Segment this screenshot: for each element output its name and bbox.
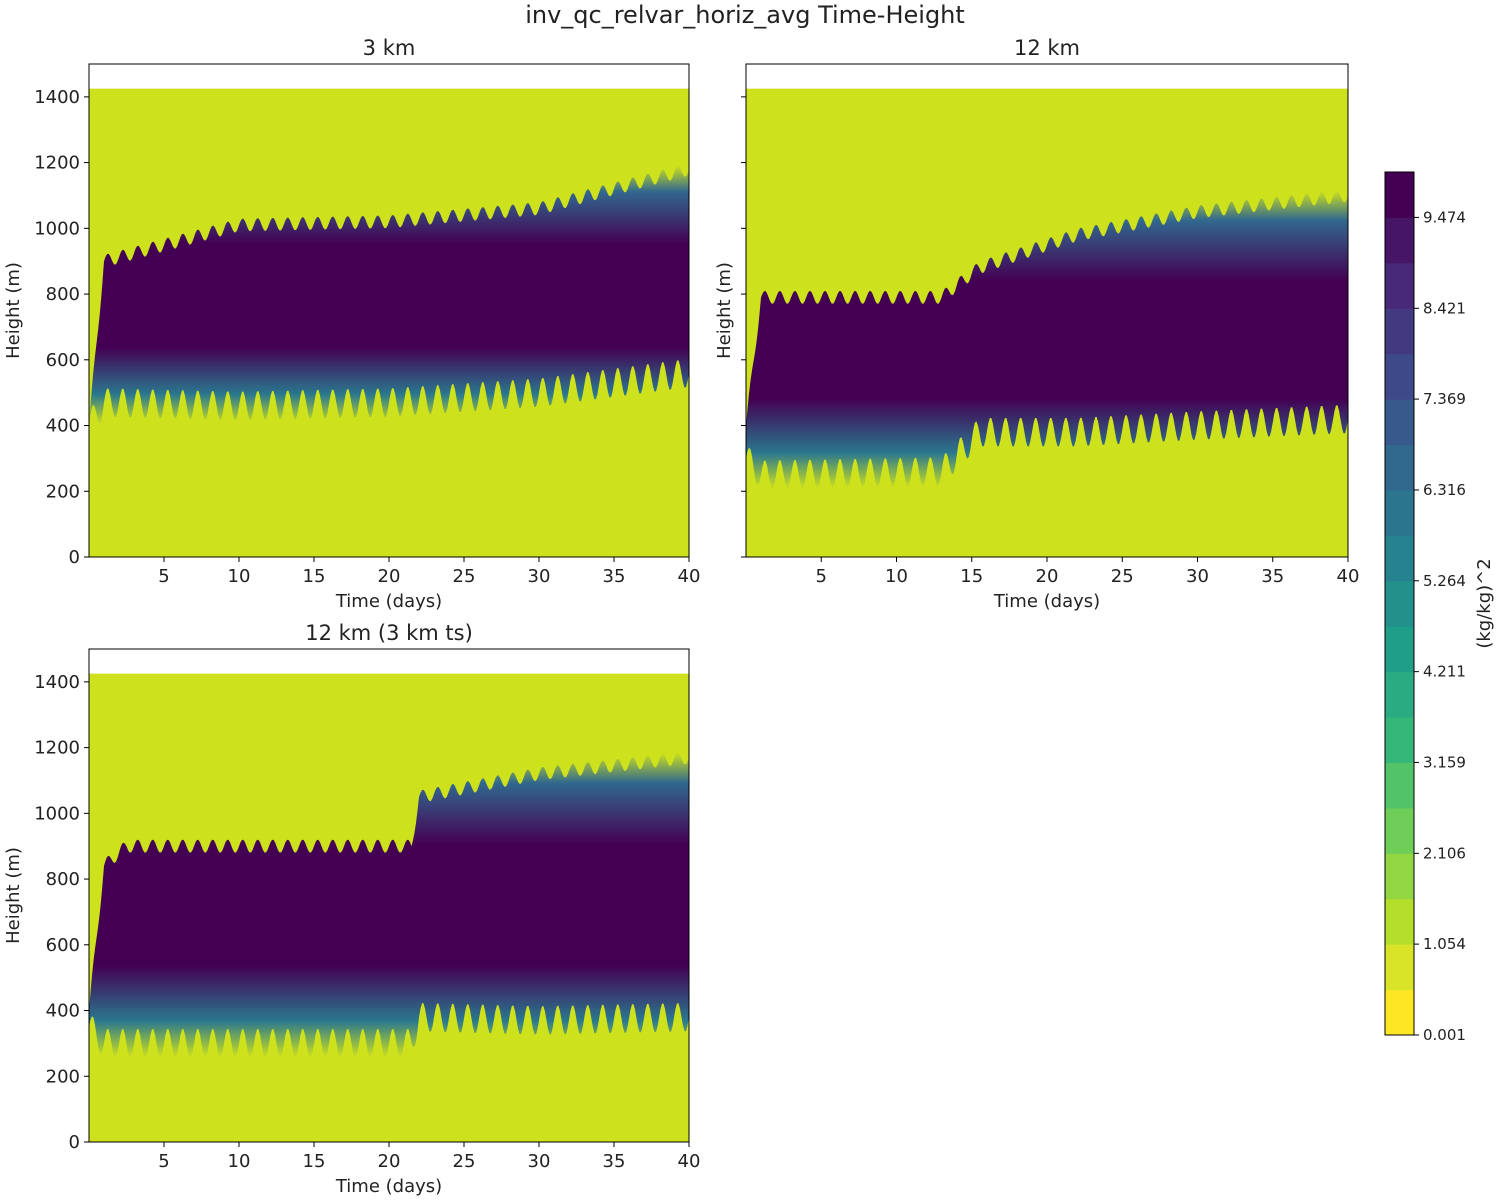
contour-field — [89, 88, 689, 557]
colorbar-band — [1385, 444, 1414, 491]
y-tick-label: 0 — [69, 547, 80, 568]
colorbar-band — [1385, 898, 1414, 945]
x-tick-label: 5 — [158, 1151, 169, 1172]
panel-3: 12 km (3 km ts)5 10 15 20 25 30 35 400200400600… — [3, 621, 700, 1197]
colorbar-band — [1385, 853, 1414, 900]
x-tick-label: 40 — [678, 566, 701, 587]
colorbar: 0.001 1.054 2.106 3.159 4.211 5.264 6.316 7.369… — [1384, 171, 1495, 1044]
y-tick-label: 600 — [46, 350, 80, 371]
cloud-layer — [89, 165, 689, 426]
x-tick-label: 40 — [678, 1151, 701, 1172]
x-tick-label: 25 — [453, 1151, 476, 1172]
figure-title: inv_qc_relvar_horiz_avg Time-Height — [525, 1, 965, 29]
x-tick-label: 35 — [603, 1151, 626, 1172]
colorbar-band — [1385, 308, 1414, 355]
colorbar-tick-label: 7.369 — [1423, 390, 1466, 408]
colorbar-band — [1385, 944, 1414, 991]
colorbar-tick-label: 4.211 — [1423, 663, 1466, 681]
colorbar-band — [1385, 399, 1414, 446]
x-tick-label: 35 — [603, 566, 626, 587]
colorbar-band — [1385, 671, 1414, 718]
x-tick-label: 20 — [378, 1151, 401, 1172]
x-tick-label: 10 — [885, 566, 908, 587]
x-tick-label: 20 — [1036, 566, 1059, 587]
panel-2: 12 km 5 10 15 20 25 30 35 40 Time (days) Height (m… — [714, 36, 1359, 612]
x-axis-label: Time (days) — [335, 591, 442, 612]
colorbar-frame — [1384, 171, 1415, 1036]
x-tick-label: 30 — [528, 566, 551, 587]
contour-field — [746, 88, 1348, 557]
colorbar-band — [1385, 353, 1414, 400]
colorbar-tick-label: 5.264 — [1423, 572, 1466, 590]
y-tick-label: 1000 — [34, 218, 80, 239]
colorbar-tick-label: 2.106 — [1423, 844, 1466, 862]
panels: 3 km5 10 15 20 25 30 35 40020040060080010001200… — [3, 36, 1359, 1197]
cloud-layer — [89, 752, 689, 1058]
contour-field — [89, 673, 689, 1142]
x-axis-label: Time (days) — [993, 591, 1100, 612]
colorbar-band — [1385, 535, 1414, 582]
panel-title: 3 km — [363, 36, 416, 60]
x-tick-label: 30 — [1186, 566, 1209, 587]
x-tick-label: 10 — [228, 566, 251, 587]
colorbar-tick-label: 3.159 — [1423, 753, 1466, 771]
y-tick-label: 600 — [46, 935, 80, 956]
x-tick-label: 20 — [378, 566, 401, 587]
x-tick-label: 15 — [303, 1151, 326, 1172]
colorbar-band — [1385, 807, 1414, 854]
panel-title: 12 km — [1014, 36, 1080, 60]
x-tick-label: 25 — [1111, 566, 1134, 587]
colorbar-tick-label: 0.001 — [1423, 1026, 1466, 1044]
colorbar-tick-label: 1.054 — [1423, 935, 1466, 953]
y-axis-label: Height (m) — [714, 262, 735, 359]
colorbar-band — [1385, 262, 1414, 309]
colorbar-band — [1385, 489, 1414, 536]
x-tick-label: 30 — [528, 1151, 551, 1172]
x-tick-label: 5 — [816, 566, 827, 587]
y-tick-label: 0 — [69, 1132, 80, 1153]
colorbar-label: (kg/kg)^2 — [1474, 558, 1495, 648]
x-tick-label: 40 — [1337, 566, 1360, 587]
x-tick-label: 5 — [158, 566, 169, 587]
colorbar-band — [1385, 762, 1414, 809]
x-tick-label: 10 — [228, 1151, 251, 1172]
colorbar-band — [1385, 989, 1414, 1036]
x-axis-label: Time (days) — [335, 1176, 442, 1197]
y-tick-label: 800 — [46, 284, 80, 305]
y-axis-label: Height (m) — [3, 262, 24, 359]
y-tick-label: 1000 — [34, 803, 80, 824]
y-tick-label: 1400 — [34, 672, 80, 693]
y-tick-label: 1200 — [34, 738, 80, 759]
colorbar-tick-label: 8.421 — [1423, 299, 1466, 317]
y-tick-label: 1400 — [34, 87, 80, 108]
x-tick-label: 25 — [453, 566, 476, 587]
x-tick-label: 15 — [303, 566, 326, 587]
y-tick-label: 200 — [46, 481, 80, 502]
panel-title: 12 km (3 km ts) — [305, 621, 473, 645]
colorbar-band — [1385, 217, 1414, 264]
cloud-layer — [746, 190, 1348, 489]
colorbar-band — [1385, 580, 1414, 627]
y-tick-label: 400 — [46, 416, 80, 437]
y-tick-label: 1200 — [34, 153, 80, 174]
y-tick-label: 200 — [46, 1066, 80, 1087]
x-tick-label: 15 — [960, 566, 983, 587]
colorbar-band — [1385, 717, 1414, 763]
colorbar-tick-label: 6.316 — [1423, 481, 1466, 499]
x-tick-label: 35 — [1261, 566, 1284, 587]
y-tick-label: 400 — [46, 1001, 80, 1022]
y-tick-label: 800 — [46, 869, 80, 890]
colorbar-tick-label: 9.474 — [1423, 208, 1466, 226]
panel-1: 3 km5 10 15 20 25 30 35 40020040060080010001200… — [3, 36, 700, 612]
colorbar-band — [1385, 626, 1414, 673]
colorbar-band — [1385, 172, 1414, 218]
y-axis-label: Height (m) — [3, 847, 24, 944]
